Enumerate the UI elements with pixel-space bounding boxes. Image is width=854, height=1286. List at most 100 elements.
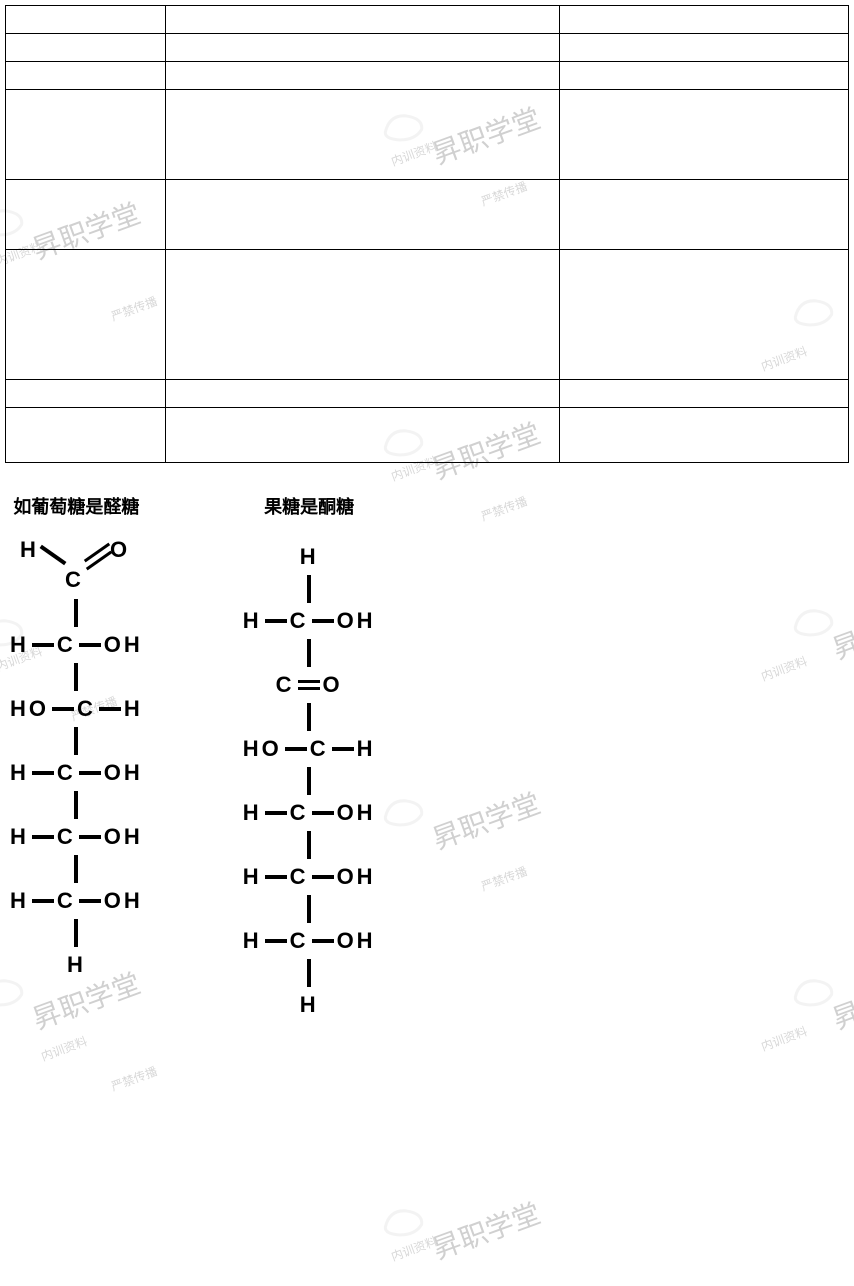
carbon-chain-row: H C OH	[10, 819, 143, 855]
bond	[79, 771, 101, 775]
carbon-chain-row: HOCH	[243, 731, 376, 767]
atom-left: H	[10, 826, 29, 848]
atom-h: H	[243, 987, 376, 1023]
table-cell	[165, 6, 559, 34]
glucose-title: 如葡萄糖是醛糖	[13, 493, 139, 519]
atom-c: C	[57, 634, 76, 656]
table-cell	[559, 6, 848, 34]
table-cell	[559, 180, 848, 250]
bond	[265, 811, 287, 815]
watermark-sub: 内训资料	[759, 1022, 810, 1054]
carbon-chain-row: HCOH	[10, 883, 143, 919]
atom-left: H	[10, 634, 29, 656]
atom-left: H	[243, 802, 262, 824]
atom-left: HO	[10, 698, 49, 720]
vertical-bond	[243, 895, 376, 923]
atom-right: OH	[337, 866, 376, 888]
bond	[32, 835, 54, 839]
atom-left: H	[243, 930, 262, 952]
bond	[79, 835, 101, 839]
vertical-bond	[10, 855, 143, 883]
table-row	[6, 6, 849, 34]
vertical-bond	[243, 703, 376, 731]
bond	[332, 747, 354, 751]
table-row	[6, 380, 849, 408]
atom-c: C	[276, 674, 295, 696]
watermark-sub: 内训资料	[39, 1032, 90, 1064]
atom-c: C	[57, 826, 76, 848]
table-cell	[559, 90, 848, 180]
bond	[312, 811, 334, 815]
bond	[32, 899, 54, 903]
table-row	[6, 34, 849, 62]
atom-right: H	[124, 698, 143, 720]
vertical-bond	[10, 663, 143, 691]
table-cell	[559, 34, 848, 62]
data-table	[5, 5, 849, 463]
bond	[312, 875, 334, 879]
table-cell	[165, 408, 559, 463]
bond	[40, 545, 67, 565]
atom-right: OH	[104, 890, 143, 912]
table-row	[6, 62, 849, 90]
carbon-chain-row: H C OH	[10, 627, 143, 663]
table-cell	[6, 62, 166, 90]
chemical-structures: 如葡萄糖是醛糖 H C O HCOHHOCHHCOHHCOHHCOH H 果糖是…	[0, 463, 854, 1023]
atom-left: H	[10, 890, 29, 912]
atom-right: OH	[337, 930, 376, 952]
carbon-chain-row: HCOH	[243, 795, 376, 831]
atom-right: OH	[104, 634, 143, 656]
table-cell	[6, 180, 166, 250]
watermark-logo	[374, 1193, 436, 1252]
vertical-bond	[10, 919, 143, 947]
bond	[285, 747, 307, 751]
atom-h: H	[10, 947, 143, 983]
table-cell	[165, 62, 559, 90]
table-cell	[165, 180, 559, 250]
table-row	[6, 90, 849, 180]
atom-c: C	[290, 866, 309, 888]
bond	[79, 643, 101, 647]
table-cell	[165, 90, 559, 180]
atom-h: H	[243, 539, 376, 575]
atom-c: C	[290, 930, 309, 952]
atom-c: C	[77, 698, 96, 720]
watermark-sub: 严禁传播	[109, 1062, 160, 1094]
bond	[265, 939, 287, 943]
atom-right: OH	[104, 826, 143, 848]
atom-h: H	[20, 539, 36, 561]
watermark-text: 昇职学堂	[427, 1192, 546, 1268]
bond	[52, 707, 74, 711]
table-cell	[165, 34, 559, 62]
table-cell	[165, 250, 559, 380]
table-cell	[6, 380, 166, 408]
glucose-formula: H C O HCOHHOCHHCOHHCOHHCOH H	[10, 539, 143, 983]
table-cell	[6, 6, 166, 34]
carbon-chain-row: H C OH	[243, 923, 376, 959]
vertical-bond	[243, 767, 376, 795]
atom-c: C	[65, 569, 81, 591]
table-cell	[559, 62, 848, 90]
table-cell	[559, 408, 848, 463]
bond	[32, 643, 54, 647]
table-cell	[6, 34, 166, 62]
atom-o: O	[110, 539, 127, 561]
bond	[312, 619, 334, 623]
table-cell	[165, 380, 559, 408]
table-row	[6, 408, 849, 463]
atom-left: HO	[243, 738, 282, 760]
empty-table	[0, 0, 854, 463]
vertical-bond	[243, 575, 376, 603]
table-row	[6, 250, 849, 380]
fructose-title: 果糖是酮糖	[264, 493, 354, 519]
vertical-bond	[10, 599, 143, 627]
atom-c: C	[57, 762, 76, 784]
atom-c: C	[290, 610, 309, 632]
fructose-structure: 果糖是酮糖 H HCOHCOHOCHHCOHHCOHHCOH H	[243, 493, 376, 1023]
table-row	[6, 180, 849, 250]
atom-c: C	[290, 802, 309, 824]
watermark-sub: 内训资料	[389, 1232, 440, 1264]
table-cell	[6, 90, 166, 180]
fructose-formula: H HCOHCOHOCHHCOHHCOHHCOH H	[243, 539, 376, 1023]
vertical-bond	[10, 791, 143, 819]
